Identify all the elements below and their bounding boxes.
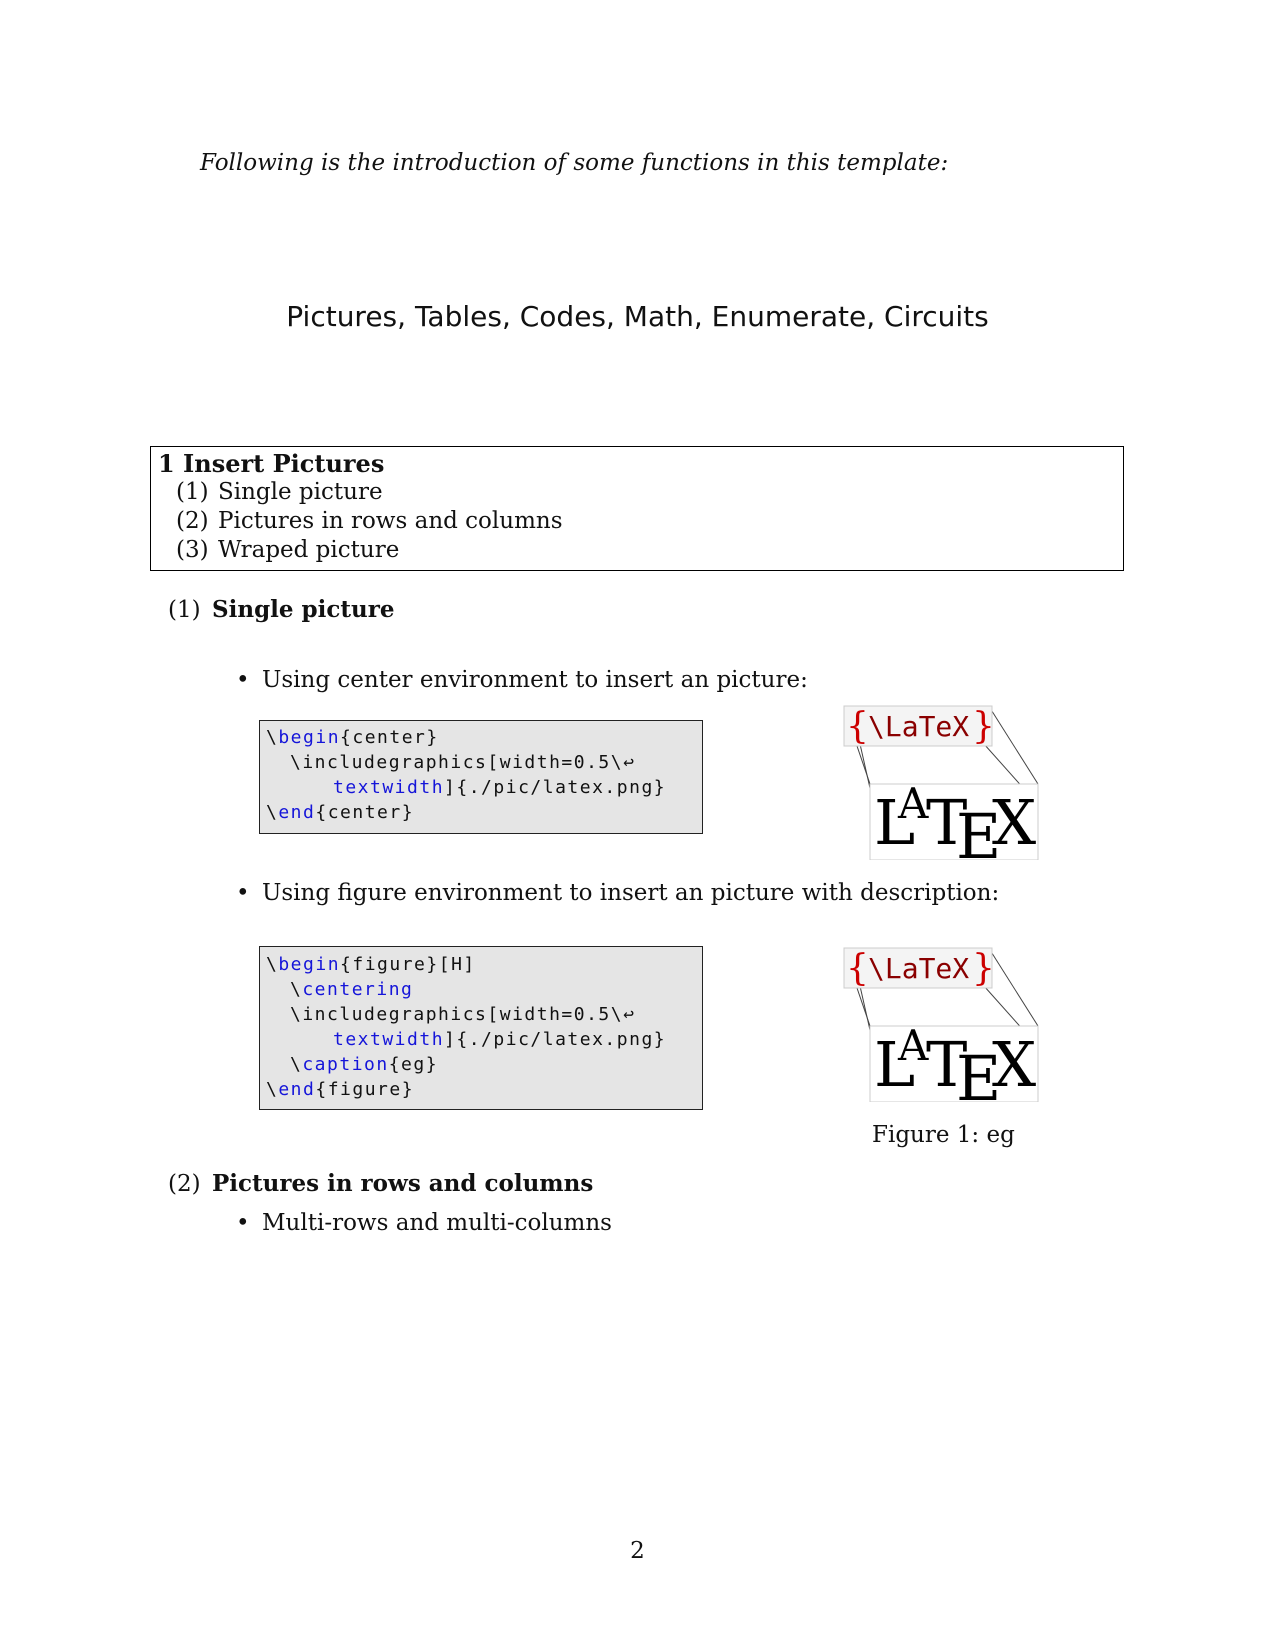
toc-item-label: Single picture <box>218 479 383 505</box>
code-keyword: textwidth <box>333 777 445 798</box>
code-keyword: caption <box>302 1054 389 1075</box>
bullet-figure-env: • Using figure environment to insert an p… <box>236 880 999 906</box>
subtitle: Pictures, Tables, Codes, Math, Enumerate… <box>286 300 989 333</box>
code-keyword: centering <box>302 979 414 1000</box>
code-text: ]{./pic/latex.png} <box>444 1029 667 1050</box>
code-keyword: end <box>278 802 316 823</box>
code-text: {figure} <box>315 1079 415 1100</box>
code-line: \includegraphics[width=0.5\↩ <box>290 752 636 773</box>
toc-item-2: (2) Pictures in rows and columns <box>176 508 563 534</box>
code-line: \caption{eg} <box>290 1054 438 1075</box>
code-text: \ <box>266 1079 279 1100</box>
bullet-text: Multi-rows and multi-columns <box>262 1210 612 1236</box>
logo-code-text: \LaTeX <box>868 952 969 985</box>
code-text: \ <box>266 954 279 975</box>
logo-brace-text: { <box>846 706 869 747</box>
code-text: {center} <box>315 802 415 823</box>
code-text: {center} <box>340 727 439 748</box>
code-keyword: textwidth <box>333 1029 445 1050</box>
code-line: \begin{center} <box>266 727 439 748</box>
section-number: (2) <box>168 1171 201 1197</box>
code-text: {figure}[H] <box>340 954 476 975</box>
code-text: {eg} <box>388 1054 439 1075</box>
code-line: \centering <box>290 979 413 1000</box>
toc-item-3: (3) Wraped picture <box>176 537 399 563</box>
logo-latex-text: X <box>992 1028 1036 1101</box>
toc-item-1: (1) Single picture <box>176 479 383 505</box>
logo-latex-text: A <box>897 1021 929 1070</box>
section-number: (1) <box>168 597 201 623</box>
toc-item-label: Wraped picture <box>218 537 400 563</box>
logo-latex-text: A <box>897 779 929 828</box>
code-line: \begin{figure}[H] <box>266 954 476 975</box>
code-line: \end{figure} <box>266 1079 414 1100</box>
code-text: ]{./pic/latex.png} <box>444 777 667 798</box>
bullet-dot: • <box>236 1210 250 1236</box>
code-line: textwidth]{./pic/latex.png} <box>333 1029 666 1050</box>
toc-item-number: (1) <box>176 479 209 505</box>
code-keyword: end <box>278 1079 316 1100</box>
logo-brace-text: { <box>846 948 869 989</box>
logo-latex-text: E <box>956 800 1001 860</box>
code-block-figure: \begin{figure}[H] \centering \includegra… <box>259 946 703 1110</box>
bullet-center-env: • Using center environment to insert an p… <box>236 667 808 693</box>
logo-latex-text: L <box>874 1028 915 1101</box>
logo-latex-text: X <box>992 786 1036 859</box>
code-text: \ <box>266 802 279 823</box>
toc-box: 1 Insert Pictures (1) Single picture (2) P… <box>150 446 1124 571</box>
toc-item-number: (2) <box>176 508 209 534</box>
code-block-center: \begin{center} \includegraphics[width=0.… <box>259 720 703 834</box>
logo-latex-text: T <box>926 1028 967 1101</box>
bullet-text: Using center environment to insert an pi… <box>262 667 808 693</box>
toc-item-number: (3) <box>176 537 209 563</box>
code-line: \end{center} <box>266 802 414 823</box>
page-number: 2 <box>630 1538 645 1564</box>
bullet-dot: • <box>236 667 250 693</box>
figure-caption: Figure 1: eg <box>872 1122 1015 1148</box>
logo-code-text: \LaTeX <box>868 710 969 743</box>
section-title: Pictures in rows and columns <box>212 1170 594 1197</box>
code-text: \ <box>266 727 279 748</box>
code-text: \ <box>290 1054 303 1075</box>
code-text: \ <box>290 979 303 1000</box>
code-keyword: begin <box>278 954 341 975</box>
code-keyword: begin <box>278 727 341 748</box>
logo-brace-text: } <box>972 948 995 989</box>
intro-text: Following is the introduction of some fu… <box>200 150 949 176</box>
latex-logo-image: { \LaTeX } L A T E X <box>843 947 1039 1102</box>
section-heading-1: (1) Single picture <box>168 596 394 623</box>
bullet-text: Using figure environment to insert an pi… <box>262 880 1000 906</box>
code-line: \includegraphics[width=0.5\↩ <box>290 1004 636 1025</box>
section-title: Single picture <box>212 596 395 623</box>
latex-logo-image: { \LaTeX } L A T E X <box>843 705 1039 860</box>
section-heading-2: (2) Pictures in rows and columns <box>168 1170 593 1197</box>
bullet-dot: • <box>236 880 250 906</box>
logo-latex-text: E <box>956 1042 1001 1102</box>
code-line: textwidth]{./pic/latex.png} <box>333 777 666 798</box>
logo-latex-text: T <box>926 786 967 859</box>
bullet-multi-rows: • Multi-rows and multi-columns <box>236 1210 612 1236</box>
toc-item-label: Pictures in rows and columns <box>218 508 563 534</box>
toc-title: 1 Insert Pictures <box>158 449 385 478</box>
logo-brace-text: } <box>972 706 995 747</box>
logo-latex-text: L <box>874 786 915 859</box>
